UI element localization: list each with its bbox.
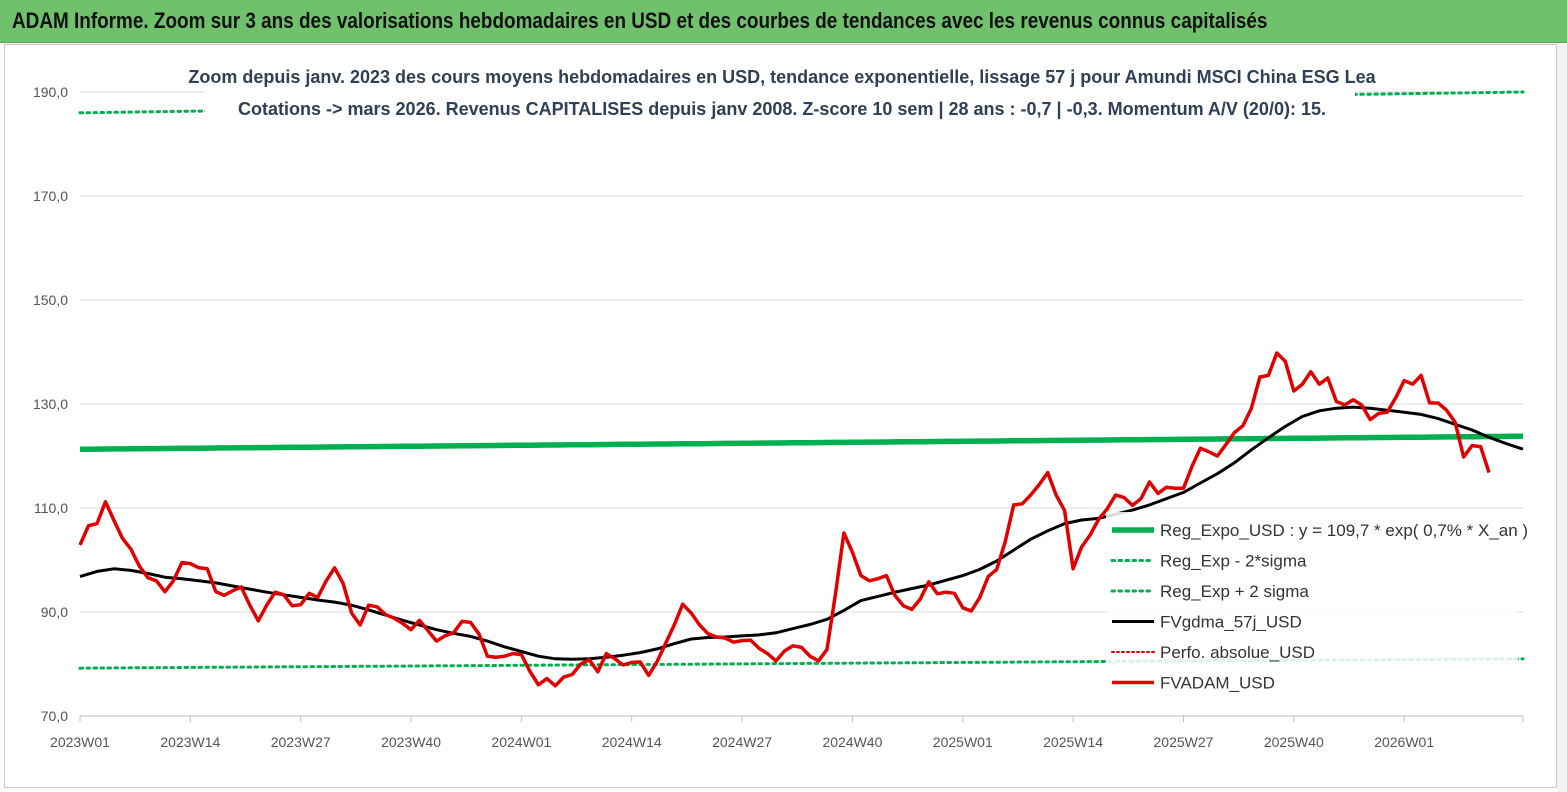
legend-label-reg-plus-2sigma-line: Reg_Exp + 2 sigma xyxy=(1160,582,1309,601)
legend: Reg_Expo_USD : y = 109,7 * exp( 0,7% * X… xyxy=(1106,512,1528,701)
legend-label-reg-minus-2sigma-line: Reg_Exp - 2*sigma xyxy=(1160,552,1307,571)
y-tick-label: 110,0 xyxy=(34,500,68,516)
x-tick-label: 2023W40 xyxy=(381,734,441,750)
title-background xyxy=(205,62,1355,124)
x-tick-label: 2023W14 xyxy=(160,734,220,750)
x-tick-label: 2025W27 xyxy=(1154,734,1214,750)
x-tick-label: 2023W27 xyxy=(271,734,331,750)
y-tick-label: 170,0 xyxy=(33,188,68,204)
right-scroll-strip xyxy=(1557,44,1567,792)
header-bar: ADAM Informe. Zoom sur 3 ans des valoris… xyxy=(0,0,1567,43)
legend-label-reg-expo-line: Reg_Expo_USD : y = 109,7 * exp( 0,7% * X… xyxy=(1160,521,1528,540)
chart-title: Zoom depuis janv. 2023 des cours moyens … xyxy=(188,62,1377,124)
x-tick-label: 2024W27 xyxy=(712,734,772,750)
x-tick-label: 2026W01 xyxy=(1374,734,1434,750)
page-title: ADAM Informe. Zoom sur 3 ans des valoris… xyxy=(12,8,1268,33)
y-tick-label: 70,0 xyxy=(41,708,68,724)
legend-background xyxy=(1106,512,1518,701)
y-tick-label: 150,0 xyxy=(33,292,68,308)
y-tick-label: 90,0 xyxy=(41,604,68,620)
x-tick-label: 2023W01 xyxy=(50,734,110,750)
chart-title-line-2: Cotations -> mars 2026. Revenus CAPITALI… xyxy=(238,99,1326,119)
fvadam-line xyxy=(78,351,1491,688)
y-tick-label: 130,0 xyxy=(33,396,68,412)
x-tick-label: 2024W40 xyxy=(822,734,882,750)
x-tick-label: 2025W14 xyxy=(1043,734,1103,750)
x-tick-label: 2024W01 xyxy=(491,734,551,750)
axis-layer: 70,0 90,0 110,0 130,0 150,0 170,0 190,0 2023W01… xyxy=(33,84,1524,750)
chart-title-line-1: Zoom depuis janv. 2023 des cours moyens … xyxy=(188,67,1376,87)
x-tick-label: 2025W40 xyxy=(1264,734,1324,750)
legend-label-perfo-absolue-line: Perfo. absolue_USD xyxy=(1160,643,1315,662)
fvgdma-line xyxy=(79,405,1524,661)
x-tick-label: 2025W01 xyxy=(933,734,993,750)
reg-expo-line xyxy=(80,433,1524,452)
legend-label-fvgdma-line: FVgdma_57j_USD xyxy=(1160,613,1302,632)
y-tick-label: 190,0 xyxy=(33,84,68,100)
x-tick-label: 2024W14 xyxy=(602,734,662,750)
chart-frame xyxy=(4,44,1557,788)
legend-label-fvadam-line: FVADAM_USD xyxy=(1160,674,1275,693)
